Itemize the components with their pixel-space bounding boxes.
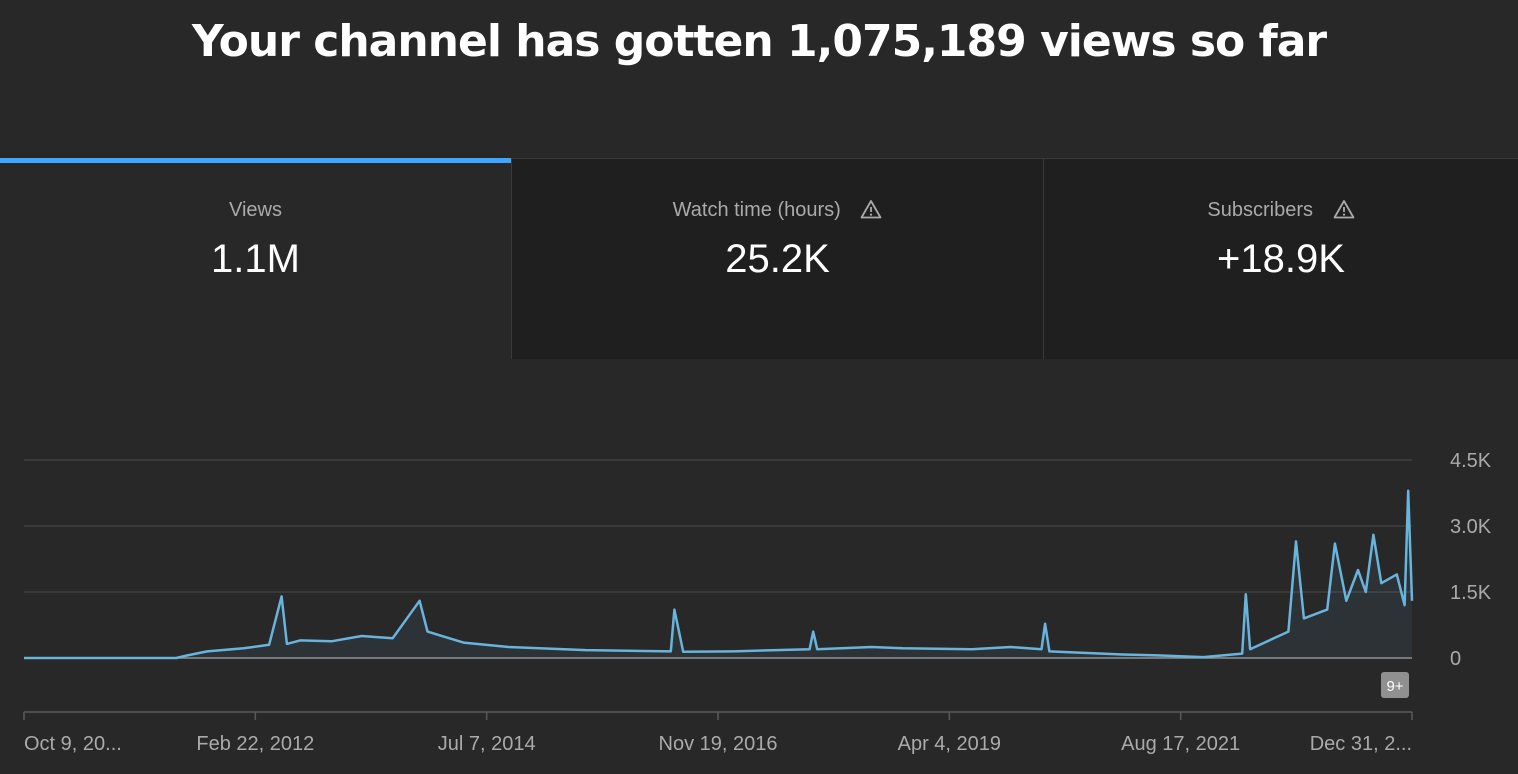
tab-views[interactable]: Views 1.1M: [0, 158, 511, 359]
metric-tabs: Views 1.1M Watch time (hours) 25.2K Subs…: [0, 158, 1518, 359]
tab-views-label: Views: [229, 199, 282, 221]
x-tick-label: Nov 19, 2016: [659, 733, 778, 755]
tab-watch-time-label: Watch time (hours): [672, 199, 841, 221]
x-tick-label: Oct 9, 20...: [24, 733, 122, 755]
views-chart: 4.5K 3.0K 1.5K 0 Oct 9, 20... Feb 22, 2012 Jul…: [23, 450, 1492, 755]
warning-icon[interactable]: [860, 199, 882, 225]
x-tick-label: Aug 17, 2021: [1121, 733, 1240, 755]
y-tick-label: 4.5K: [1450, 450, 1492, 472]
tab-subscribers[interactable]: Subscribers +18.9K: [1043, 159, 1518, 359]
annotation-badge-label: 9+: [1386, 678, 1403, 695]
x-tick-label: Feb 22, 2012: [196, 733, 314, 755]
active-tab-indicator: [0, 158, 511, 163]
warning-icon[interactable]: [1333, 199, 1355, 225]
tab-watch-time-value: 25.2K: [725, 237, 830, 281]
y-tick-label: 0: [1450, 648, 1461, 670]
series-area: [24, 490, 1412, 658]
x-tick-label: Dec 31, 2...: [1310, 733, 1412, 755]
tab-views-value: 1.1M: [211, 237, 300, 281]
series-line: [24, 489, 1414, 660]
tab-subscribers-value: +18.9K: [1217, 237, 1345, 281]
x-tick-label: Jul 7, 2014: [438, 733, 536, 755]
y-tick-label: 3.0K: [1450, 516, 1492, 538]
tab-watch-time[interactable]: Watch time (hours) 25.2K: [511, 159, 1043, 359]
x-tick-label: Apr 4, 2019: [898, 733, 1001, 755]
annotation-badge: [1381, 672, 1409, 698]
y-tick-label: 1.5K: [1450, 582, 1492, 604]
tab-subscribers-label: Subscribers: [1207, 199, 1314, 221]
page-headline: Your channel has gotten 1,075,189 views …: [191, 16, 1327, 67]
